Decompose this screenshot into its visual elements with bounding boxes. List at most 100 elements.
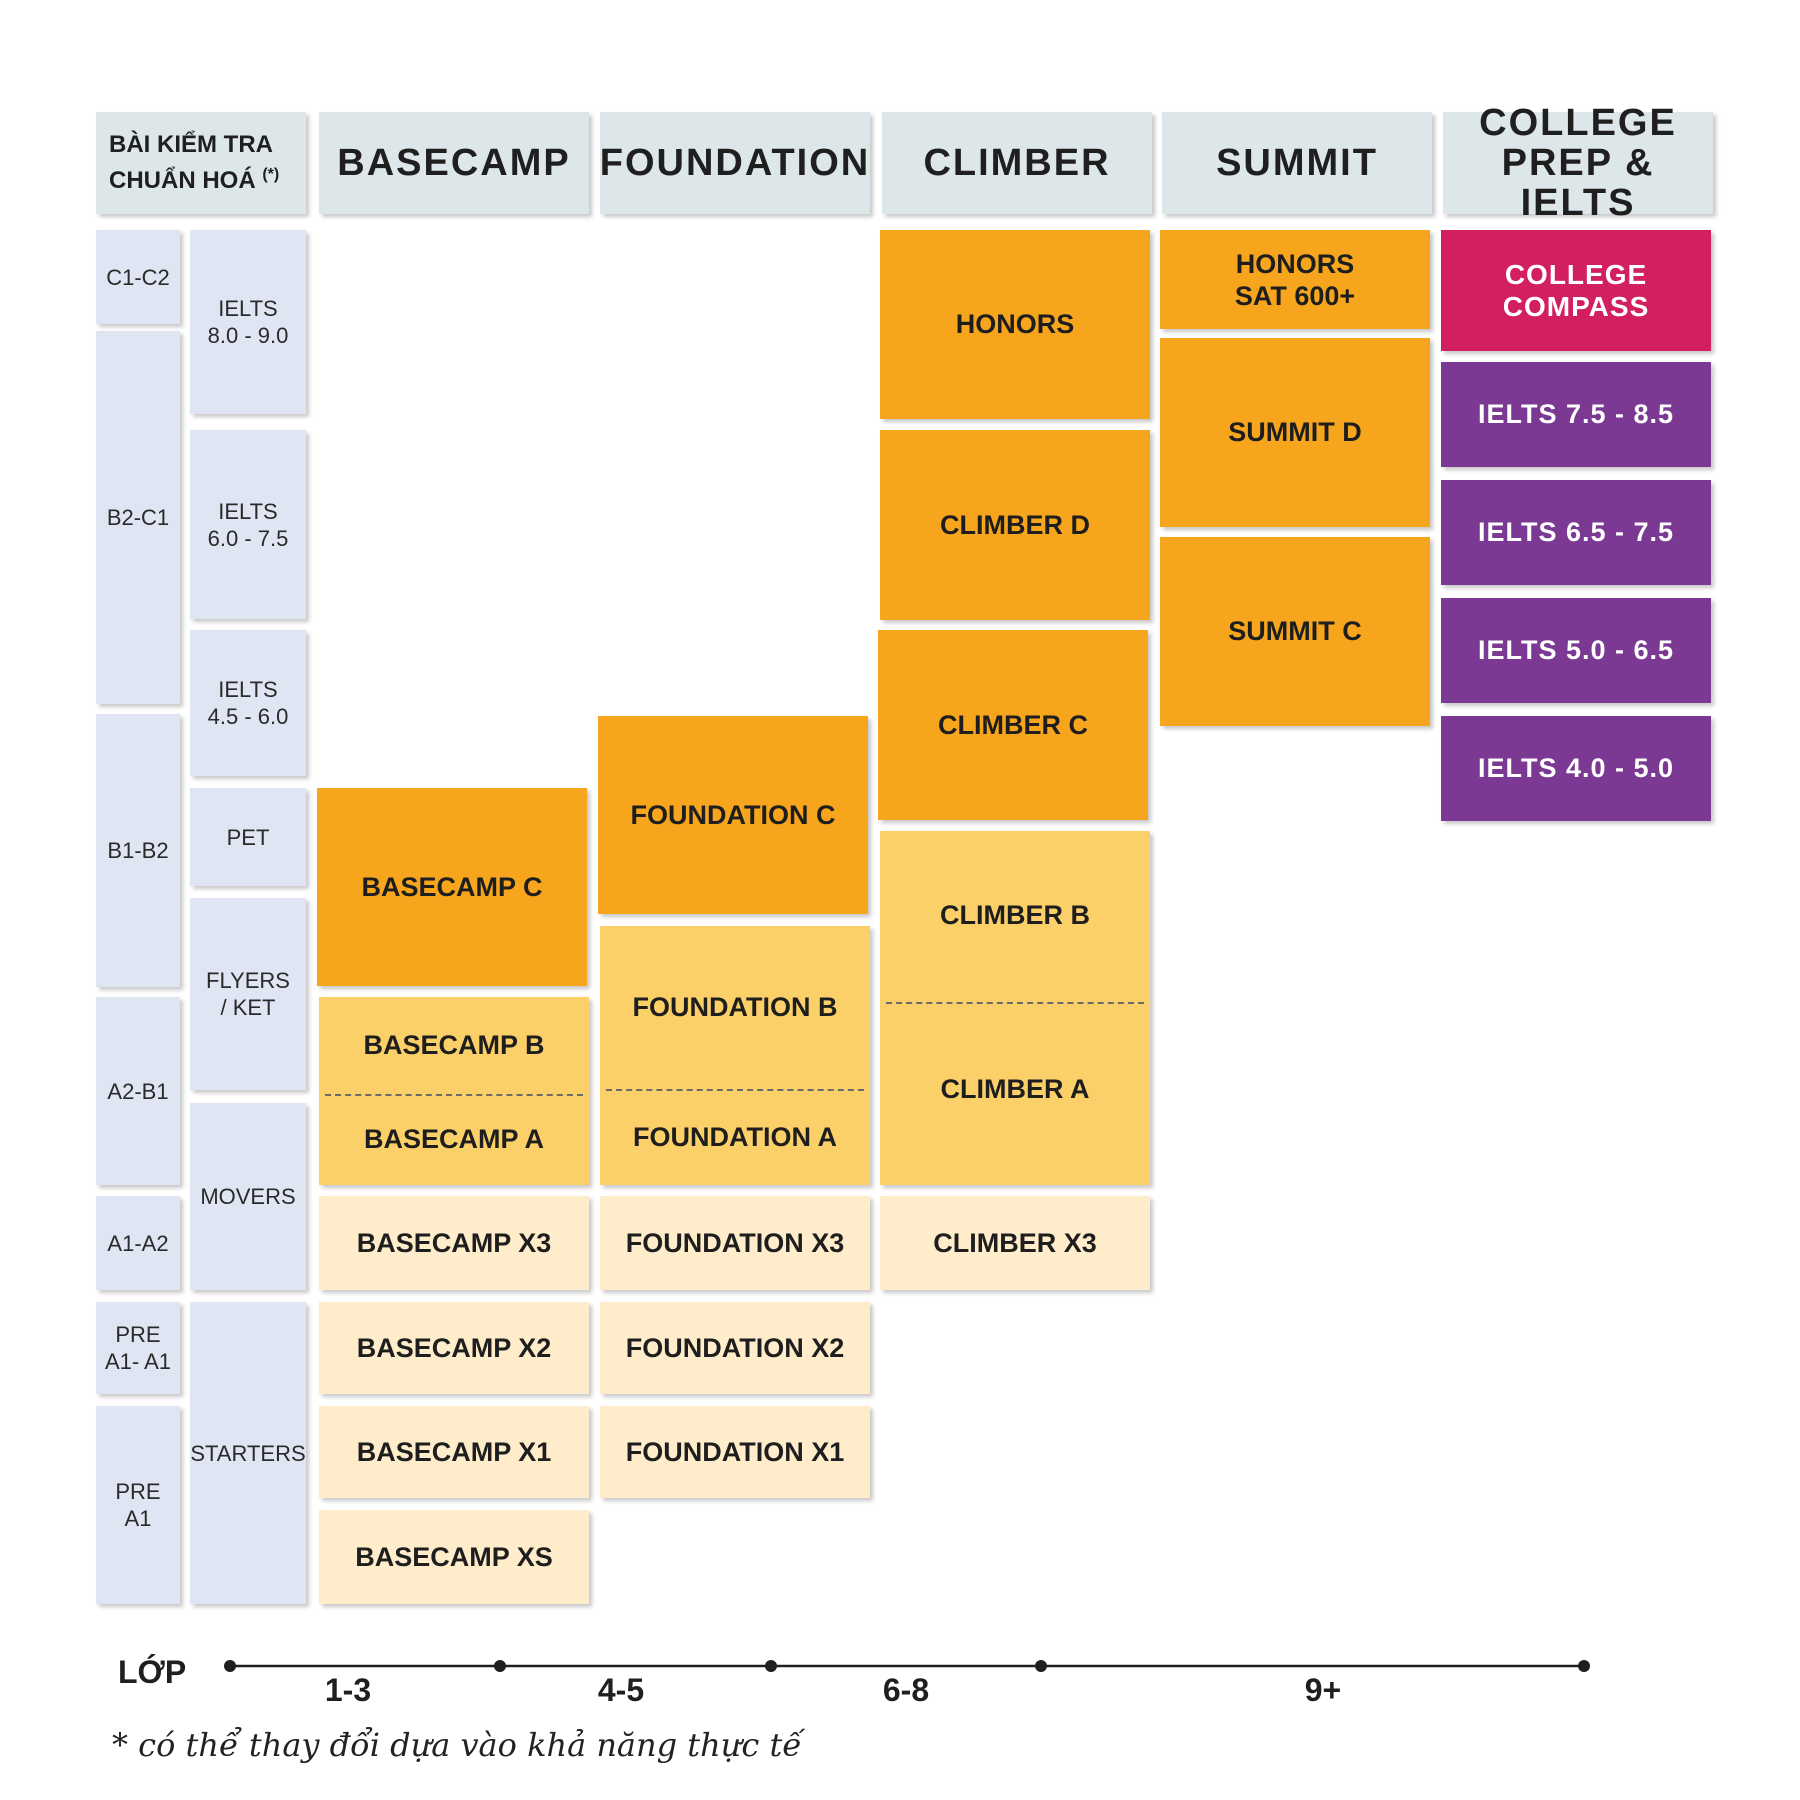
cefr-pre-a1-line2: A1 <box>124 1506 152 1531</box>
climber-honors: HONORS <box>880 230 1150 419</box>
foundation-x2: FOUNDATION X2 <box>600 1302 870 1394</box>
foundation-x2-label: FOUNDATION X2 <box>625 1332 845 1363</box>
cefr-a1-a2-label: A1-A2 <box>107 1230 169 1256</box>
foundation-x3: FOUNDATION X3 <box>600 1196 870 1290</box>
basecamp-xs: BASECAMP XS <box>319 1510 589 1604</box>
cefr-b1-b2: B1-B2 <box>96 714 180 987</box>
foundation-c: FOUNDATION C <box>598 716 868 914</box>
climber-a-b <box>880 831 1150 1185</box>
header-test-line1: BÀI KIỂM TRA <box>109 131 273 158</box>
basecamp-x3-label: BASECAMP X3 <box>356 1227 552 1258</box>
cefr-pre-a1-a1: PRE A1- A1 <box>96 1302 180 1394</box>
college-ielts-4-0-5-0: IELTS 4.0 - 5.0 <box>1441 716 1711 821</box>
foundation-b-label: FOUNDATION B <box>632 991 838 1022</box>
cefr-pre-a1-a1-line2: A1- A1 <box>104 1349 172 1374</box>
header-test-line2: CHUẨN HOÁ <box>109 167 256 194</box>
college-compass-line2: COMPASS <box>1502 290 1650 322</box>
summit-c-label: SUMMIT C <box>1228 616 1362 646</box>
summit-honors-line1: HONORS <box>1235 248 1355 279</box>
summit-d-label: SUMMIT D <box>1228 417 1362 447</box>
basecamp-c: BASECAMP C <box>317 788 587 986</box>
header-summit: SUMMIT <box>1162 112 1432 214</box>
college-ielts-6-5-label: IELTS 6.5 - 7.5 <box>1477 517 1675 547</box>
axis-tick-9-plus: 9+ <box>1304 1672 1342 1708</box>
cefr-b2-c1-label: B2-C1 <box>106 505 170 530</box>
cefr-a2-b1-label: A2-B1 <box>107 1078 169 1104</box>
header-test-mark: (*) <box>262 166 280 183</box>
axis-dot-2 <box>494 1660 506 1672</box>
test-pet-label: PET <box>226 824 270 850</box>
axis-tick-4-5: 4-5 <box>597 1672 645 1708</box>
header-college-line2: PREP & IELTS <box>1501 142 1655 224</box>
basecamp-x1: BASECAMP X1 <box>319 1406 589 1498</box>
climber-c: CLIMBER C <box>878 630 1148 820</box>
test-ielts-8-9-line2: 8.0 - 9.0 <box>207 323 289 348</box>
axis-tick-1-3: 1-3 <box>324 1672 372 1708</box>
college-ielts-6-5-7-5: IELTS 6.5 - 7.5 <box>1441 480 1711 585</box>
climber-d: CLIMBER D <box>880 430 1150 620</box>
test-flyers-ket: FLYERS / KET <box>190 898 306 1090</box>
summit-d: SUMMIT D <box>1160 338 1430 527</box>
test-movers: MOVERS <box>190 1103 306 1290</box>
basecamp-a-label: BASECAMP A <box>363 1123 545 1154</box>
header-climber-label: CLIMBER <box>923 142 1111 184</box>
header-foundation-label: FOUNDATION <box>599 142 871 184</box>
test-flyers-line2: / KET <box>220 995 276 1020</box>
cefr-pre-a1: PRE A1 <box>96 1406 180 1604</box>
college-ielts-4-0-label: IELTS 4.0 - 5.0 <box>1477 753 1675 783</box>
college-ielts-7-5-label: IELTS 7.5 - 8.5 <box>1477 399 1675 429</box>
test-ielts-4-6-line2: 4.5 - 6.0 <box>207 704 289 729</box>
foundation-a-b <box>600 926 870 1185</box>
basecamp-x2-label: BASECAMP X2 <box>356 1332 552 1363</box>
header-college-prep: COLLEGE PREP & IELTS <box>1443 103 1713 223</box>
test-pet: PET <box>190 788 306 886</box>
axis-dot-3 <box>765 1660 777 1672</box>
climber-x3: CLIMBER X3 <box>880 1196 1150 1290</box>
test-starters: STARTERS <box>190 1302 306 1604</box>
test-flyers-line1: FLYERS <box>206 968 290 993</box>
foundation-divider <box>606 1089 864 1091</box>
axis-dot-4 <box>1035 1660 1047 1672</box>
cefr-b1-b2-label: B1-B2 <box>107 838 169 863</box>
summit-honors-sat: HONORS SAT 600+ <box>1160 230 1430 329</box>
basecamp-a-b <box>319 997 589 1185</box>
test-ielts-8-9: IELTS 8.0 - 9.0 <box>190 230 306 414</box>
basecamp-x2: BASECAMP X2 <box>319 1302 589 1394</box>
basecamp-xs-label: BASECAMP XS <box>355 1541 553 1572</box>
header-standardized-test: BÀI KIỂM TRA CHUẨN HOÁ (*) <box>96 112 306 214</box>
college-ielts-5-0-6-5: IELTS 5.0 - 6.5 <box>1441 598 1711 703</box>
foundation-x1: FOUNDATION X1 <box>600 1406 870 1498</box>
summit-honors-line2: SAT 600+ <box>1234 280 1356 311</box>
test-movers-label: MOVERS <box>200 1184 296 1209</box>
header-college-line1: COLLEGE <box>1479 102 1677 144</box>
header-basecamp-label: BASECAMP <box>337 142 571 184</box>
header-climber: CLIMBER <box>882 112 1152 214</box>
test-ielts-4-6: IELTS 4.5 - 6.0 <box>190 630 306 776</box>
foundation-x1-label: FOUNDATION X1 <box>625 1436 845 1467</box>
basecamp-b-label: BASECAMP B <box>363 1029 545 1060</box>
axis-dot-5 <box>1578 1660 1590 1672</box>
climber-divider <box>886 1002 1144 1004</box>
cefr-pre-a1-a1-line1: PRE <box>115 1322 161 1347</box>
test-ielts-4-6-line1: IELTS <box>218 677 278 702</box>
header-basecamp: BASECAMP <box>319 112 589 214</box>
college-compass-line1: COLLEGE <box>1504 258 1648 290</box>
climber-c-label: CLIMBER C <box>938 709 1088 740</box>
college-ielts-7-5-8-5: IELTS 7.5 - 8.5 <box>1441 362 1711 467</box>
cefr-b2-c1: B2-C1 <box>96 331 180 704</box>
climber-x3-label: CLIMBER X3 <box>933 1227 1097 1258</box>
axis-dot-1 <box>224 1660 236 1672</box>
cefr-a1-a2: A1-A2 <box>96 1196 180 1290</box>
footnote: * có thể thay đổi dựa vào khả năng thực … <box>112 1726 802 1764</box>
climber-honors-label: HONORS <box>955 309 1075 339</box>
foundation-x3-label: FOUNDATION X3 <box>625 1227 845 1258</box>
basecamp-c-label: BASECAMP C <box>361 871 543 902</box>
summit-c: SUMMIT C <box>1160 537 1430 726</box>
test-ielts-8-9-line1: IELTS <box>218 296 278 321</box>
axis-tick-6-8: 6-8 <box>882 1672 930 1708</box>
climber-b-label: CLIMBER B <box>940 899 1090 930</box>
basecamp-divider <box>325 1094 583 1096</box>
test-ielts-6-7-line2: 6.0 - 7.5 <box>207 525 289 551</box>
test-ielts-6-7: IELTS 6.0 - 7.5 <box>190 430 306 619</box>
foundation-c-label: FOUNDATION C <box>630 799 836 830</box>
